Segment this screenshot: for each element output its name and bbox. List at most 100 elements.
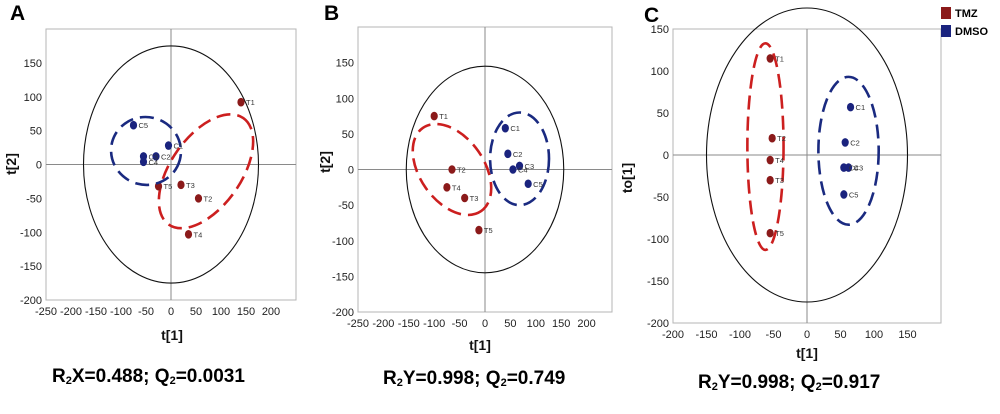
panel-a-point-label-c4: C4 (149, 158, 159, 167)
panel-c-point-t2 (768, 133, 776, 143)
panel-c-xtick-label: -200 (662, 329, 684, 341)
stat-panel-b: R2Y=0.998; Q2=0.749 (383, 368, 566, 389)
panel-a-point-c1 (164, 141, 173, 150)
panel-b-ytick-label: 150 (336, 58, 354, 70)
panel-c-ytick-label: 50 (657, 108, 669, 120)
panel-c-ytick-label: 100 (651, 66, 669, 78)
panel-c-point-label-c4: C4 (849, 164, 859, 173)
panel-b: B -250 -200 -150 -100 -50 0 50 100 150 200-200-15… (317, 2, 613, 353)
panel-b-point-t5 (475, 225, 483, 235)
panel-b-point-t4 (443, 183, 451, 192)
panel-a-xtick-label: -200 (60, 306, 82, 318)
panel-b-point-c1 (501, 123, 509, 133)
panel-c-point-t5 (766, 228, 774, 238)
panel-b-point-c2 (504, 149, 512, 159)
panel-a-ytick-label: -200 (20, 295, 42, 307)
panel-b-point-c4 (509, 165, 517, 174)
panel-c-ytick-label: 0 (663, 150, 669, 162)
panel-c-xtick-label: 50 (834, 329, 846, 341)
panel-b-ytick-label: -100 (332, 236, 354, 248)
panel-c-xtick-label: 100 (865, 329, 883, 341)
panel-a-dmso-group-ellipse (109, 115, 183, 187)
panel-a-xtick-label: 200 (262, 306, 280, 318)
panel-a-point-label-t3: T3 (186, 181, 195, 190)
panel-a-point-t2 (194, 194, 203, 203)
panel-c: C -200 -150 -100 -50 0 50 100 150 -200 -150 -100 -5… (619, 4, 942, 361)
panel-b-point-label-t5: T5 (484, 226, 493, 235)
legend-swatch-dmso (941, 25, 951, 37)
panel-c-hotelling-ellipse (705, 7, 909, 303)
panel-c-point-label-t4: T4 (775, 156, 784, 165)
panel-a-xtick-label: -150 (85, 306, 107, 318)
panel-c-point-label-t5: T5 (775, 229, 784, 238)
panel-b-xtick-label: -150 (398, 318, 420, 330)
panel-b-xtick-label: -50 (452, 318, 468, 330)
panel-c-point-t3 (766, 175, 774, 185)
panel-c-xtick-label: -50 (766, 329, 782, 341)
panel-b-dmso-group-ellipse (488, 111, 551, 207)
panel-b-point-label-t1: T1 (439, 112, 448, 121)
panel-a-xtick-label: 0 (168, 306, 174, 318)
panel-b-xtick-label: 150 (552, 318, 570, 330)
panel-a-letter: A (10, 2, 25, 25)
panel-c-tmz-group-ellipse (746, 41, 785, 252)
panel-c-ytick-label: -200 (647, 318, 669, 330)
panel-a-ytick-label: -100 (20, 227, 42, 239)
panel-a-hotelling-ellipse (82, 45, 260, 284)
panel-c-point-label-t2: T2 (777, 134, 786, 143)
panel-c-xtick-label: -100 (729, 329, 751, 341)
panel-a-point-label-c5: C5 (139, 121, 149, 130)
panel-c-ytick-label: -100 (647, 234, 669, 246)
panel-b-point-label-c5: C5 (533, 180, 543, 189)
panel-a-point-c5 (129, 120, 138, 130)
panel-b-xlabel: t[1] (469, 337, 491, 353)
panel-c-ylabel: to[1] (619, 163, 635, 193)
panel-c-point-label-t3: T3 (775, 176, 784, 185)
panel-c-point-label-c3: C3 (854, 164, 864, 173)
panel-c-xtick-label: -150 (695, 329, 717, 341)
panel-b-ytick-label: -200 (332, 307, 354, 319)
panel-c-point-t1 (766, 54, 774, 63)
panel-b-point-label-c4: C4 (518, 166, 528, 175)
panel-b-point-label-t3: T3 (470, 194, 479, 203)
panel-a-ytick-label: -50 (26, 193, 42, 205)
panel-b-point-c3 (515, 161, 524, 171)
panel-a-ytick-label: 50 (30, 126, 42, 138)
panel-b-ytick-label: 50 (342, 129, 354, 141)
panel-a-xlabel: t[1] (161, 327, 183, 343)
panel-b-letter: B (324, 2, 339, 25)
panel-b-xtick-label: -200 (372, 318, 394, 330)
panel-a-point-label-t1: T1 (246, 98, 255, 107)
panel-c-point-t4 (766, 155, 774, 165)
panel-a-point-label-c3: C3 (149, 152, 159, 161)
panel-a-ytick-label: -150 (20, 261, 42, 273)
panel-a-ylabel: t[2] (3, 153, 19, 175)
panel-c-point-label-c2: C2 (850, 138, 860, 147)
panel-c-plot: -200 -150 -100 -50 0 50 100 150 -200 -150 -100 -50 0… (647, 7, 941, 341)
panel-a-point-label-t4: T4 (194, 230, 203, 239)
panel-b-point-t3 (461, 193, 469, 203)
legend-swatch-tmz (941, 7, 951, 19)
stat-panel-a: R2X=0.488; Q2=0.0031 (52, 366, 245, 387)
panel-b-point-label-c2: C2 (513, 150, 523, 159)
panel-c-dmso-group-ellipse (817, 75, 880, 227)
panel-a-point-c4 (139, 157, 148, 167)
panel-a-xtick-label: 150 (237, 306, 255, 318)
panel-a-point-t4 (184, 229, 193, 239)
panel-b-point-label-t2: T2 (457, 166, 466, 175)
legend-label-dmso: DMSO (955, 26, 988, 38)
panel-c-xtick-label: 0 (804, 329, 810, 341)
panel-b-ytick-label: 0 (348, 165, 354, 177)
panel-c-xtick-label: 150 (898, 329, 916, 341)
panel-a-xtick-label: 100 (212, 306, 230, 318)
panel-a-xtick-label: -50 (138, 306, 154, 318)
panel-b-point-label-c1: C1 (510, 124, 520, 133)
panel-a-point-c2 (152, 152, 160, 161)
panel-b-point-label-t4: T4 (452, 183, 461, 192)
panel-a-point-t1 (237, 97, 245, 107)
panel-b-hotelling-ellipse (405, 65, 565, 274)
panel-b-point-label-c3: C3 (525, 162, 535, 171)
panel-c-ytick-label: -50 (653, 192, 669, 204)
panel-a-ytick-label: 100 (24, 92, 42, 104)
